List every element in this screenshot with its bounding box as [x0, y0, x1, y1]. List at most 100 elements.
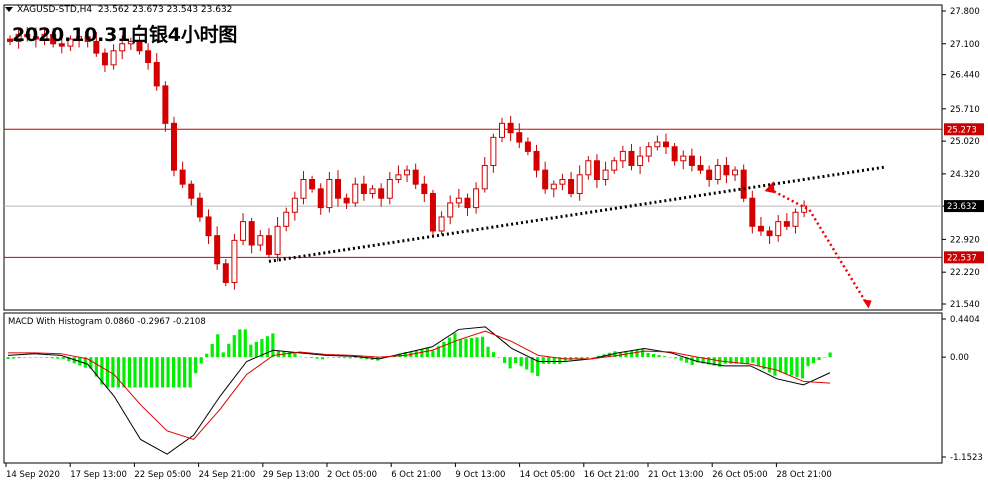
- candle-body: [714, 164, 721, 180]
- macd-histogram-bar: [194, 357, 198, 374]
- macd-histogram-bar: [227, 343, 231, 358]
- arrow-head-down: [862, 299, 872, 309]
- macd-histogram-bar: [337, 357, 341, 358]
- candle-body: [24, 33, 31, 38]
- macd-histogram-bar: [800, 357, 805, 379]
- candle-body: [205, 216, 212, 237]
- y-tick-label: 21.540: [950, 300, 980, 310]
- x-tick-label: 9 Oct 13:00: [455, 470, 505, 480]
- candle-body: [611, 160, 618, 171]
- candle-body: [801, 205, 808, 213]
- macd-histogram-bar: [541, 357, 545, 364]
- candle-body: [740, 169, 747, 199]
- macd-histogram-bar: [547, 357, 551, 364]
- macd-histogram-bar: [61, 357, 65, 360]
- macd-histogram-bar: [249, 344, 253, 358]
- macd-histogram-bar: [232, 335, 236, 358]
- macd-histogram-bar: [525, 357, 529, 370]
- candle-body: [533, 150, 540, 171]
- macd-histogram-bar: [122, 357, 126, 388]
- candle-body: [369, 188, 376, 195]
- price-label-text: 23.632: [947, 202, 977, 212]
- price-label-text: 22.537: [947, 253, 977, 263]
- macd-histogram-bar: [657, 355, 661, 358]
- macd-histogram-bar: [56, 357, 60, 359]
- candle-body: [386, 178, 393, 199]
- macd-histogram-bar: [508, 357, 512, 369]
- candle-body: [309, 178, 316, 190]
- y-tick-label: 27.800: [950, 7, 980, 17]
- macd-label: MACD With Histogram 0.0860 -0.2967 -0.21…: [8, 317, 206, 327]
- macd-histogram-bar: [574, 357, 578, 360]
- macd-histogram-bar: [811, 357, 816, 364]
- dropdown-triangle-icon[interactable]: [5, 7, 13, 12]
- macd-histogram-bar: [784, 357, 788, 374]
- macd-histogram-bar: [238, 329, 242, 358]
- candle-body: [179, 169, 186, 185]
- macd-histogram-bar: [729, 357, 733, 364]
- macd-histogram-bar: [304, 357, 308, 358]
- macd-histogram-bar: [331, 357, 336, 358]
- candle-body: [602, 169, 609, 180]
- macd-histogram-bar: [17, 357, 21, 359]
- x-tick-label: 14 Sep 2020: [6, 470, 60, 480]
- arrow-head-up: [764, 181, 775, 194]
- macd-histogram-bar: [94, 357, 98, 377]
- price-label-box: [944, 123, 984, 136]
- candle-body: [404, 169, 411, 176]
- macd-histogram-bar: [166, 357, 170, 388]
- macd-histogram-bar: [149, 357, 154, 388]
- macd-histogram-bar: [530, 357, 534, 373]
- y-tick-label: 25.020: [950, 137, 980, 147]
- macd-histogram-bar: [50, 357, 54, 359]
- macd-histogram-bar: [144, 357, 148, 388]
- candle-body: [481, 164, 488, 190]
- candle-body: [196, 197, 203, 218]
- macd-histogram-bar: [28, 357, 32, 358]
- candle-body: [352, 183, 359, 204]
- candle-body: [749, 197, 756, 227]
- candle-body: [136, 40, 143, 52]
- candle-body: [76, 36, 83, 40]
- macd-histogram-bar: [762, 357, 766, 370]
- candle-body: [542, 169, 549, 190]
- macd-histogram-bar: [315, 357, 319, 359]
- macd-histogram-bar: [39, 357, 43, 358]
- candle-body: [697, 164, 704, 171]
- x-tick-label: 16 Oct 21:00: [584, 470, 639, 480]
- macd-histogram-bar: [420, 349, 424, 358]
- macd-histogram-bar: [491, 352, 496, 358]
- macd-histogram-bar: [287, 352, 292, 358]
- candle-body: [628, 150, 635, 166]
- candle-body: [792, 211, 799, 227]
- macd-histogram-bar: [442, 341, 446, 358]
- price-label-text: 25.273: [947, 125, 977, 135]
- macd-tick-label: 0.4404: [950, 315, 980, 325]
- candle-body: [550, 183, 557, 190]
- candle-body: [775, 221, 782, 237]
- candle-body: [15, 33, 22, 42]
- macd-histogram-bar: [668, 357, 672, 358]
- candle-body: [153, 61, 160, 87]
- macd-histogram-bar: [365, 357, 369, 360]
- macd-histogram-bar: [127, 357, 132, 388]
- macd-histogram-bar: [469, 337, 474, 358]
- macd-histogram-bar: [293, 352, 297, 358]
- macd-histogram-bar: [271, 333, 275, 358]
- candle-body: [619, 150, 626, 162]
- candle-body: [127, 40, 134, 45]
- macd-histogram-bar: [403, 352, 407, 358]
- macd-histogram-bar: [789, 357, 794, 376]
- candle-body: [473, 188, 480, 209]
- macd-histogram-bar: [690, 357, 694, 365]
- macd-histogram-bar: [447, 337, 452, 358]
- macd-histogram-bar: [221, 352, 225, 358]
- candle-body: [706, 169, 713, 180]
- candle-body: [145, 50, 152, 63]
- macd-histogram-bar: [503, 357, 507, 364]
- candle-body: [162, 85, 169, 124]
- x-tick-label: 24 Sep 21:00: [199, 470, 256, 480]
- candle-body: [32, 36, 39, 40]
- candle-body: [438, 216, 445, 232]
